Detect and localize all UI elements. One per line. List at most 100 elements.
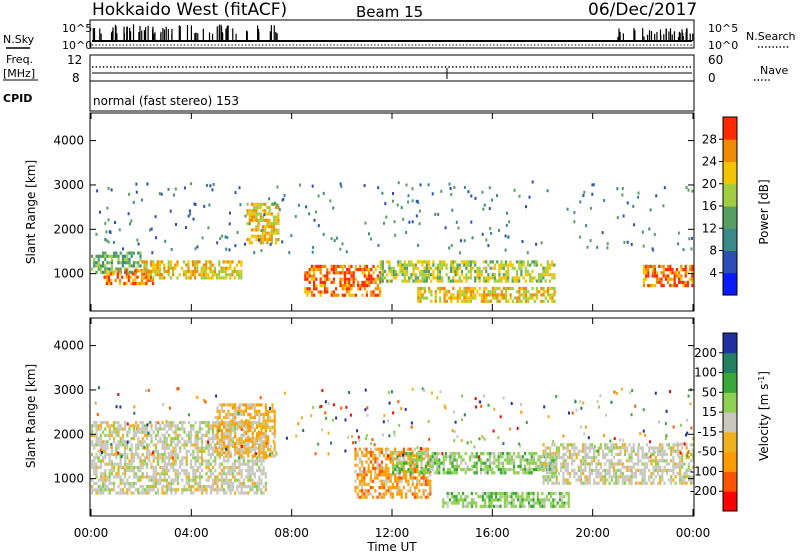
echo-cell (673, 284, 676, 288)
echo-cell (170, 247, 173, 251)
echo-cell (455, 498, 458, 502)
echo-cell (588, 472, 591, 476)
echo-cell (361, 492, 364, 496)
echo-cell (593, 456, 596, 460)
echo-cell (260, 472, 263, 476)
echo-cell (205, 269, 208, 274)
echo-cell (310, 414, 313, 418)
echo-cell (554, 491, 557, 496)
echo-cell (348, 271, 351, 275)
echo-cell (479, 495, 482, 499)
echo-cell (678, 475, 682, 479)
echo-cell (512, 498, 515, 502)
echo-cell (126, 481, 129, 485)
echo-cell (159, 465, 162, 469)
echo-cell (521, 498, 524, 502)
echo-cell (253, 475, 256, 479)
echo-cell (189, 212, 192, 216)
echo-cell (104, 446, 107, 450)
echo-cell (139, 430, 142, 434)
echo-cell (526, 251, 529, 255)
echo-cell (348, 264, 351, 268)
echo-cell (102, 251, 105, 255)
echo-cell (392, 458, 395, 462)
echo-cell (108, 433, 111, 437)
echo-cell (245, 469, 248, 473)
echo-cell (465, 276, 468, 280)
echo-cell (158, 192, 161, 196)
echo-cell (511, 279, 514, 283)
echo-cell (179, 462, 182, 466)
echo-cell (128, 192, 131, 196)
echo-cell (476, 276, 479, 280)
echo-cell (187, 214, 190, 218)
echo-cell (421, 260, 424, 264)
echo-cell (596, 245, 599, 249)
echo-cell (317, 290, 320, 294)
echo-cell (642, 271, 645, 275)
echo-cell (266, 221, 269, 226)
echo-cell (317, 442, 320, 446)
echo-cell (558, 498, 561, 502)
echo-cell (383, 492, 386, 496)
echo-cell (102, 264, 105, 268)
echo-cell (264, 218, 267, 222)
echo-cell (181, 421, 184, 425)
echo-cell (119, 251, 122, 255)
echo-cell (692, 465, 695, 469)
echo-cell (489, 290, 492, 294)
echo-cell (429, 492, 432, 496)
echo-cell (419, 290, 422, 294)
echo-cell (643, 475, 646, 479)
echo-cell (119, 437, 122, 441)
echo-cell (172, 269, 175, 274)
echo-cell (660, 277, 663, 281)
echo-cell (683, 442, 686, 446)
echo-cell (385, 476, 388, 480)
echo-cell (542, 290, 545, 294)
echo-cell (579, 462, 583, 466)
echo-cell (275, 202, 278, 206)
echo-cell (237, 411, 240, 415)
echo-cell (656, 472, 660, 476)
echo-cell (208, 440, 211, 444)
echo-cell (518, 260, 521, 264)
echo-cell (659, 475, 662, 479)
echo-cell (478, 269, 481, 274)
echo-cell (313, 277, 316, 281)
echo-cell (352, 277, 355, 281)
echo-cell (531, 279, 534, 283)
echo-cell (453, 452, 456, 456)
echo-cell (584, 443, 587, 447)
echo-cell (528, 501, 531, 505)
echo-cell (603, 434, 606, 437)
echo-cell (212, 433, 215, 437)
echo-cell (132, 481, 135, 485)
echo-cell (418, 495, 421, 499)
echo-cell (377, 243, 380, 247)
echo-cell (557, 481, 561, 485)
echo-cell (258, 416, 261, 420)
echo-cell (528, 468, 531, 472)
echo-cell (400, 492, 403, 496)
echo-cell (222, 260, 225, 264)
echo-cell (185, 459, 188, 463)
echo-cell (376, 460, 379, 464)
echo-cell (209, 437, 212, 441)
echo-cell (610, 446, 613, 450)
echo-cell (238, 472, 241, 476)
echo-cell (603, 199, 606, 202)
echo-cell (176, 469, 179, 473)
echo-cell (260, 451, 263, 455)
echo-cell (473, 501, 476, 505)
echo-cell (506, 458, 509, 462)
echo-cell (388, 263, 391, 267)
echo-cell (562, 472, 565, 476)
echo-cell (128, 481, 131, 485)
echo-cell (196, 266, 199, 270)
echo-cell (229, 438, 232, 442)
echo-cell (510, 495, 513, 499)
echo-cell (250, 209, 254, 213)
echo-cell (313, 293, 316, 297)
echo-cell (689, 452, 693, 456)
